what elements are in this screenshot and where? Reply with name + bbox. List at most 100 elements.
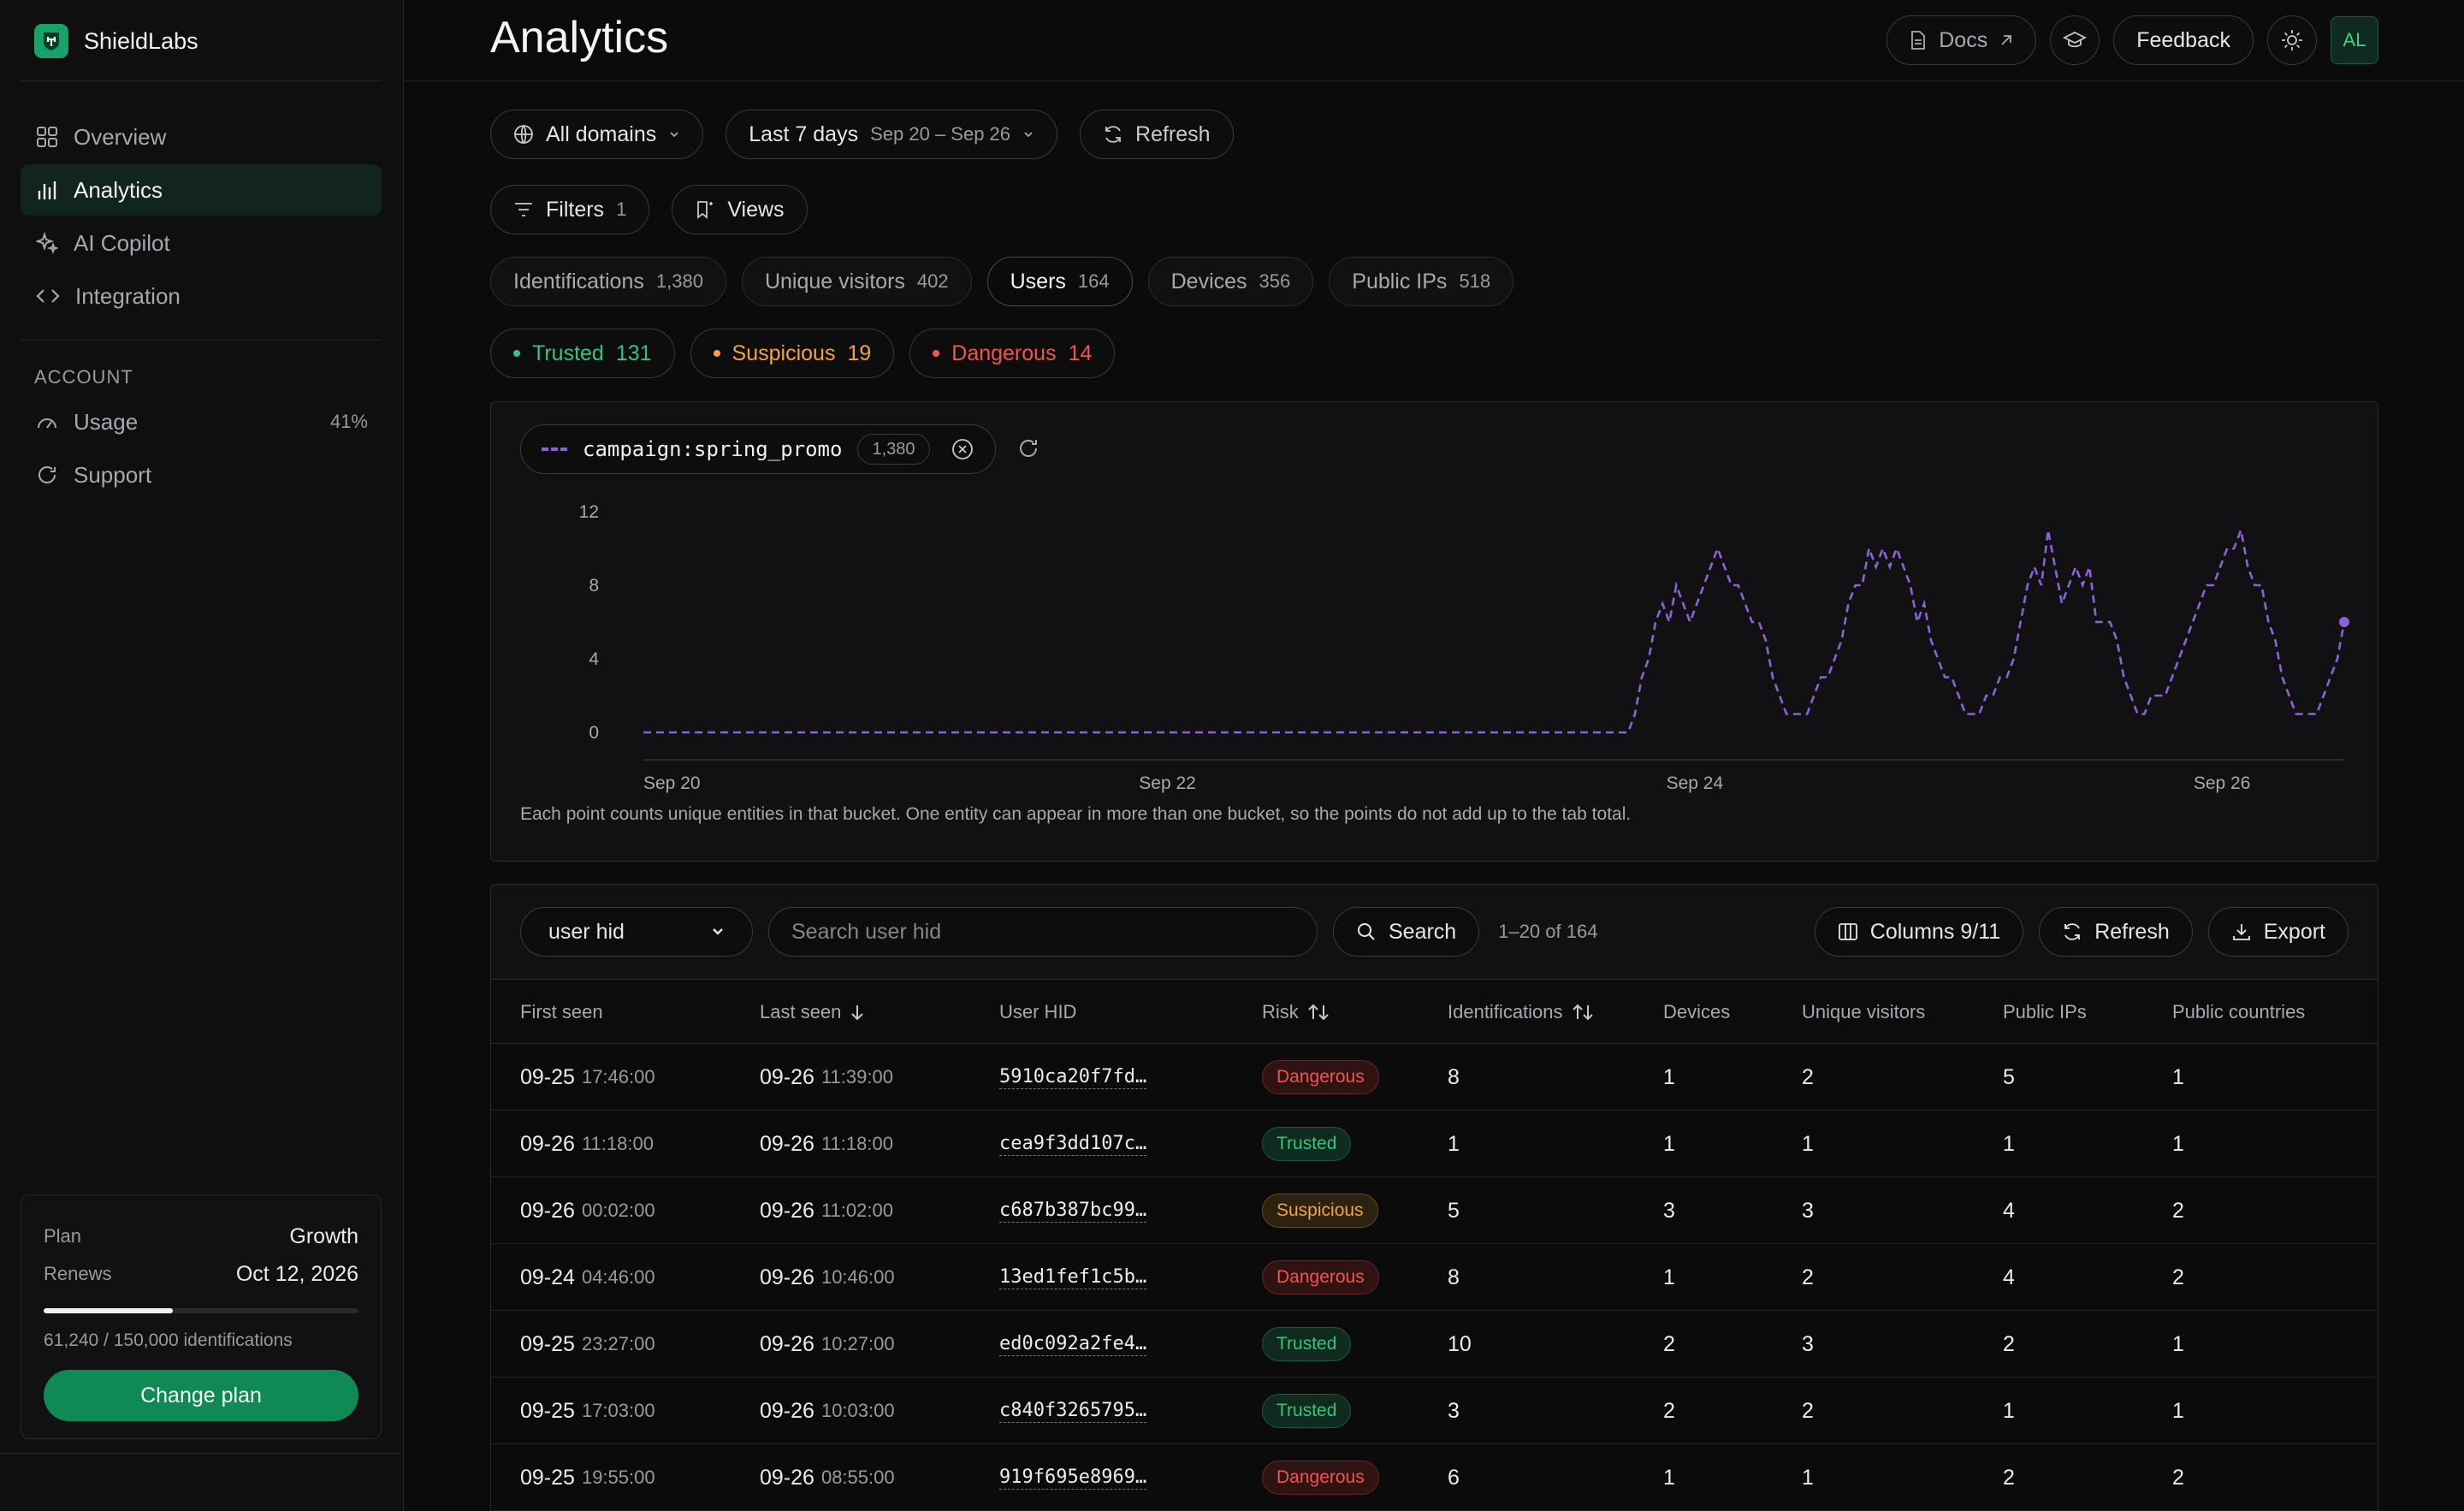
tab-label: Identifications [513, 269, 644, 293]
tab-unique-visitors[interactable]: Unique visitors 402 [741, 257, 972, 306]
series-line [643, 525, 2346, 734]
bar-chart-icon [38, 181, 56, 199]
brand[interactable]: ShieldLabs [34, 24, 198, 58]
sidebar-item-integration[interactable]: Integration [21, 270, 382, 322]
user-hid-link[interactable]: c687b387bc99… [999, 1199, 1147, 1223]
time: 10:27:00 [820, 1333, 895, 1354]
sidebar-item-label: Analytics [74, 176, 163, 203]
risk-filter-suspicious[interactable]: Suspicious 19 [690, 329, 895, 378]
tab-public-ips[interactable]: Public IPs 518 [1329, 257, 1514, 306]
domains-dropdown[interactable]: All domains [490, 110, 704, 159]
page-title: Analytics [490, 13, 669, 62]
series-end-point[interactable] [2339, 617, 2349, 627]
risk-filter-dangerous[interactable]: Dangerous 14 [909, 329, 1116, 378]
table-row[interactable]: 09-26 11:18:00 09-26 11:18:00 cea9f3dd107c… T… [491, 1111, 2378, 1177]
column-header-unique-visitors[interactable]: Unique visitors [1802, 980, 1925, 1045]
cell-public-ips: 4 [2003, 1265, 2015, 1289]
risk-label: Suspicious [732, 341, 836, 365]
docs-label: Docs [1939, 27, 1988, 52]
cell-last-seen: 09-26 10:27:00 [760, 1311, 895, 1378]
column-header-public-countries[interactable]: Public countries [2172, 980, 2305, 1045]
sidebar-item-analytics[interactable]: Analytics [21, 164, 382, 216]
tab-count: 1,380 [655, 270, 703, 292]
refresh-button[interactable]: Refresh [1080, 110, 1234, 159]
date: 09-26 [520, 1131, 575, 1156]
refresh-label: Refresh [2094, 919, 2170, 944]
series-chip[interactable]: campaign:spring_promo 1,380 [520, 424, 996, 474]
user-hid-link[interactable]: cea9f3dd107c… [999, 1132, 1147, 1156]
columns-button[interactable]: Columns 9/11 [1814, 907, 2024, 957]
table-row[interactable]: 09-25 17:03:00 09-26 10:03:00 c840f3265795… T… [491, 1378, 2378, 1444]
close-circle-icon[interactable] [951, 437, 974, 461]
column-header-last-seen[interactable]: Last seen [760, 980, 865, 1045]
cell-devices: 2 [1663, 1331, 1675, 1356]
usage-progress-fill [44, 1308, 173, 1313]
time: 10:46:00 [820, 1266, 895, 1288]
user-hid-link[interactable]: c840f3265795… [999, 1399, 1147, 1423]
avatar[interactable]: AL [2331, 16, 2378, 64]
views-button[interactable]: Views [672, 185, 808, 234]
column-label: Identifications [1448, 1001, 1563, 1022]
refresh-icon[interactable] [1016, 436, 1040, 460]
column-header-user-hid[interactable]: User HID [999, 980, 1076, 1045]
account-nav: Usage 41% Support [21, 396, 382, 502]
sidebar-item-support[interactable]: Support [21, 449, 382, 501]
column-header-risk[interactable]: Risk [1262, 980, 1330, 1045]
search-button[interactable]: Search [1333, 907, 1480, 957]
theme-toggle-button[interactable] [2267, 15, 2317, 65]
sidebar-item-overview[interactable]: Overview [21, 111, 382, 163]
user-hid-link[interactable]: ed0c092a2fe4… [999, 1332, 1147, 1356]
learn-button[interactable] [2050, 15, 2100, 65]
cell-last-seen: 09-26 10:46:00 [760, 1244, 895, 1311]
cell-public-countries: 1 [2172, 1331, 2184, 1356]
pagination-range: 1–20 of 164 [1498, 921, 1598, 942]
tab-users[interactable]: Users 164 [986, 257, 1133, 306]
table-row[interactable]: 09-25 19:55:00 09-26 08:55:00 919f695e8969… D… [491, 1444, 2378, 1511]
brand-name: ShieldLabs [84, 27, 198, 54]
column-label: Public IPs [2003, 1001, 2087, 1022]
column-label: User HID [999, 1001, 1077, 1022]
tab-count: 518 [1459, 270, 1491, 292]
table-refresh-button[interactable]: Refresh [2039, 907, 2193, 957]
sidebar-item-label: Usage [74, 408, 139, 435]
risk-filter-trusted[interactable]: Trusted 131 [490, 329, 675, 378]
column-label: Public countries [2172, 1001, 2306, 1022]
filters-button[interactable]: Filters 1 [490, 185, 650, 234]
gauge-icon [38, 418, 56, 429]
date-range-dropdown[interactable]: Last 7 days Sep 20 – Sep 26 [726, 110, 1058, 159]
change-plan-button[interactable]: Change plan [44, 1370, 358, 1421]
cell-first-seen: 09-25 19:55:00 [520, 1444, 655, 1511]
docs-button[interactable]: Docs [1886, 15, 2037, 65]
tab-identifications[interactable]: Identifications 1,380 [490, 257, 726, 306]
table-row[interactable]: 09-24 04:46:00 09-26 10:46:00 13ed1fef1c5b… D… [491, 1244, 2378, 1311]
risk-badge: Dangerous [1262, 1060, 1379, 1094]
user-hid-link[interactable]: 919f695e8969… [999, 1466, 1147, 1490]
sidebar-item-usage[interactable]: Usage 41% [21, 396, 382, 447]
plan-card: Plan Growth Renews Oct 12, 2026 61,240 /… [21, 1194, 382, 1439]
column-header-identifications[interactable]: Identifications [1448, 980, 1594, 1045]
column-header-devices[interactable]: Devices [1663, 980, 1730, 1045]
column-header-first-seen[interactable]: First seen [520, 980, 603, 1045]
y-tick-label: 0 [589, 723, 599, 743]
tab-devices[interactable]: Devices 356 [1147, 257, 1314, 306]
refresh-icon [2064, 923, 2081, 940]
user-hid-link[interactable]: 13ed1fef1c5b… [999, 1265, 1147, 1289]
cell-identifications: 10 [1448, 1331, 1472, 1356]
search-input[interactable] [768, 907, 1318, 957]
cell-unique-visitors: 2 [1802, 1064, 1814, 1089]
renews-value: Oct 12, 2026 [235, 1261, 358, 1286]
user-hid-link[interactable]: 5910ca20f7fd… [999, 1065, 1147, 1089]
table-row[interactable]: 09-25 17:46:00 09-26 11:39:00 5910ca20f7fd… D… [491, 1044, 2378, 1111]
table-row[interactable]: 09-26 00:02:00 09-26 11:02:00 c687b387bc99… S… [491, 1177, 2378, 1244]
date: 09-26 [760, 1198, 814, 1223]
x-tick-label: Sep 22 [1139, 773, 1196, 793]
table-row[interactable]: 09-25 23:27:00 09-26 10:27:00 ed0c092a2fe4… T… [491, 1311, 2378, 1378]
sidebar-item-ai-copilot[interactable]: AI Copilot [21, 217, 382, 269]
download-icon [2232, 924, 2250, 940]
search-field-select[interactable]: user hid [520, 907, 753, 957]
column-header-public-ips[interactable]: Public IPs [2003, 980, 2087, 1045]
feedback-button[interactable]: Feedback [2113, 15, 2254, 65]
filters-row: Filters 1 Views [490, 185, 808, 234]
time: 17:03:00 [581, 1400, 655, 1421]
export-button[interactable]: Export [2207, 907, 2348, 957]
